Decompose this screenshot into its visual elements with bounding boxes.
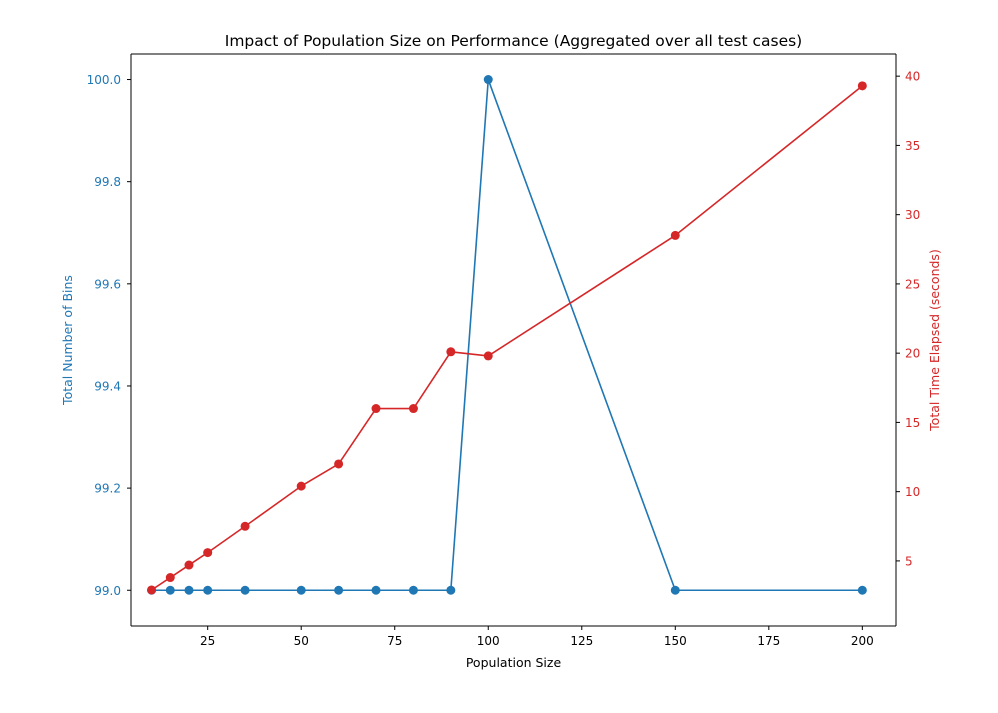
data-point-right xyxy=(184,560,194,570)
data-point-right xyxy=(857,81,867,91)
data-point-right xyxy=(371,404,381,414)
y-right-tick-label: 30 xyxy=(905,208,920,222)
plot-area xyxy=(147,75,867,595)
y-left-tick-label: 99.6 xyxy=(94,277,121,291)
y-left-tick-label: 99.4 xyxy=(94,379,121,393)
y-axis-left-label: Total Number of Bins xyxy=(60,275,75,406)
axes: 25 50 75 100 125 150 175 200 99.0 99.2 99.4 99.6 99.… xyxy=(87,53,920,648)
data-point-left xyxy=(670,585,680,595)
data-point-left xyxy=(240,585,250,595)
y-left-tick-label: 99.2 xyxy=(94,482,121,496)
y-right-tick-label: 10 xyxy=(905,485,920,499)
data-point-right xyxy=(408,404,418,414)
data-point-right xyxy=(240,521,250,531)
data-point-left xyxy=(334,585,344,595)
x-tick-label: 75 xyxy=(387,634,402,648)
data-point-left xyxy=(446,585,456,595)
data-point-right xyxy=(165,573,175,583)
x-tick-label: 175 xyxy=(757,634,780,648)
x-tick-label: 100 xyxy=(477,634,500,648)
y-left-tick-label: 99.8 xyxy=(94,175,121,189)
y-left-tick-label: 99.0 xyxy=(94,584,121,598)
data-point-right xyxy=(334,459,344,469)
chart-title: Impact of Population Size on Performance… xyxy=(225,32,802,50)
series-line-left xyxy=(151,78,863,592)
series-line-right xyxy=(151,85,863,591)
x-axis-label: Population Size xyxy=(466,655,562,670)
data-point-right xyxy=(203,548,213,558)
x-tick-label: 25 xyxy=(200,634,215,648)
x-tick-label: 200 xyxy=(851,634,874,648)
data-point-left xyxy=(165,585,175,595)
y-right-tick-label: 40 xyxy=(905,70,920,84)
data-point-left xyxy=(483,75,493,85)
y-right-tick-label: 15 xyxy=(905,416,920,430)
y-right-tick-label: 20 xyxy=(905,347,920,361)
y-right-tick-label: 5 xyxy=(905,554,913,568)
data-point-left xyxy=(857,585,867,595)
data-point-right xyxy=(296,481,306,491)
y-left-tick-label: 100.0 xyxy=(87,73,121,87)
data-point-left xyxy=(296,585,306,595)
y-right-tick-label: 35 xyxy=(905,139,920,153)
data-point-right xyxy=(446,347,456,357)
data-point-left xyxy=(371,585,381,595)
data-point-right xyxy=(670,230,680,240)
data-point-left xyxy=(408,585,418,595)
data-point-left xyxy=(184,585,194,595)
data-point-right xyxy=(483,351,493,361)
x-tick-label: 125 xyxy=(570,634,593,648)
y-axis-right-label: Total Time Elapsed (seconds) xyxy=(927,249,942,432)
x-tick-label: 50 xyxy=(294,634,309,648)
data-point-right xyxy=(147,585,157,595)
data-point-left xyxy=(203,585,213,595)
y-right-tick-label: 25 xyxy=(905,277,920,291)
x-tick-label: 150 xyxy=(664,634,687,648)
